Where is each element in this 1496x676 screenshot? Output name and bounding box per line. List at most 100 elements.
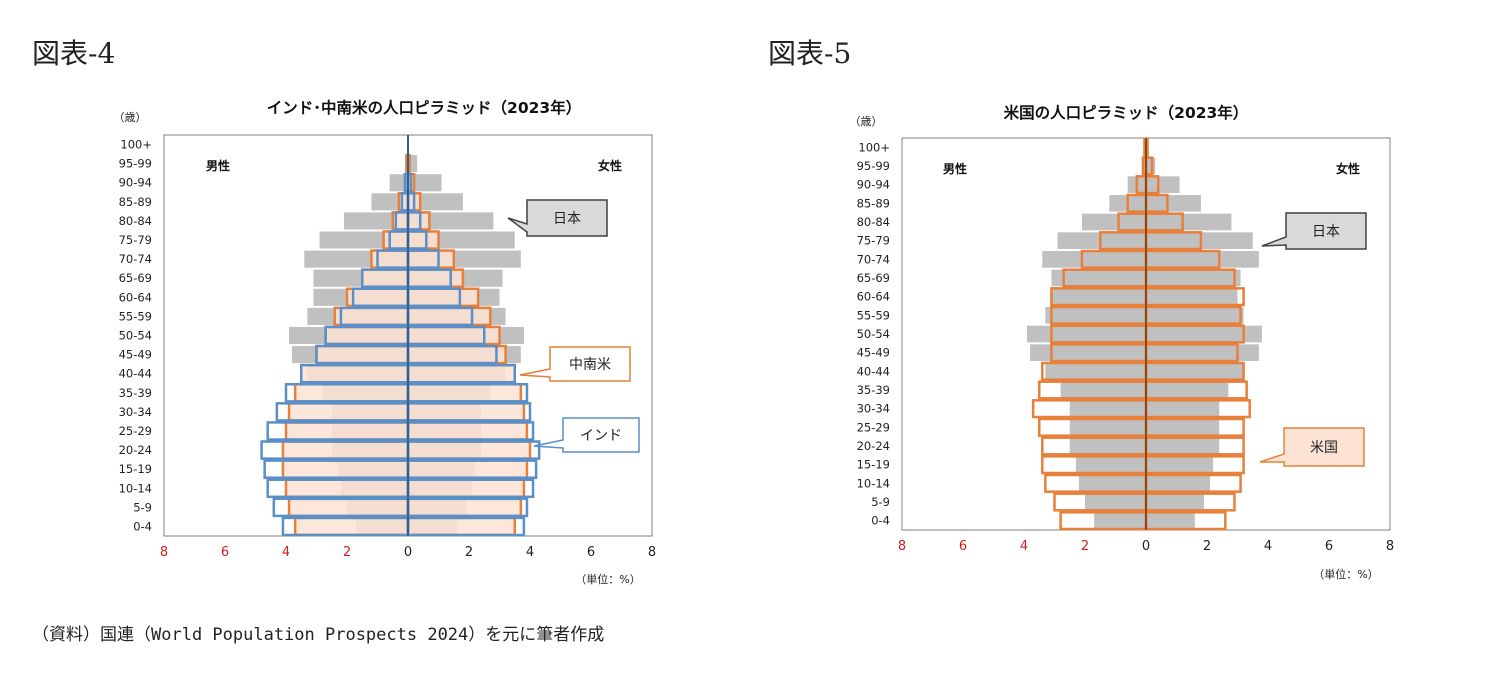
chart2-y-tick-label: 5-9 — [871, 495, 890, 509]
chart1-y-tick-label: 40-44 — [119, 367, 152, 381]
chart2-bar-filled-gray-male — [1078, 475, 1146, 492]
chart2-x-tick-label: 4 — [1264, 539, 1272, 554]
chart1-x-tick-label: 4 — [526, 545, 534, 560]
source-note: （資料）国連（World Population Prospects 2024）を… — [32, 625, 605, 645]
chart1-x-tick-label: 6 — [221, 545, 229, 560]
chart2-y-tick-label: 85-89 — [857, 196, 890, 210]
chart1-bar-orange-outline-female — [406, 497, 523, 518]
chart2-bar-filled-gray-female — [1146, 419, 1220, 436]
chart1-callout-box — [507, 199, 608, 237]
chart2-male-label: 男性 — [943, 161, 967, 176]
chart2-bar-filled-gray-female — [1146, 363, 1244, 380]
chart2-bar-filled-gray-female — [1146, 307, 1244, 324]
chart1-x-tick-label: 0 — [404, 545, 412, 560]
chart1-bar-orange-outline-male — [345, 287, 410, 308]
chart1-bar-orange-outline-female — [406, 287, 480, 308]
chart1-y-tick-label: 90-94 — [119, 176, 152, 190]
chart1-bar-orange-outline-female — [406, 344, 507, 365]
chart1-bar-orange-outline-female — [406, 478, 526, 499]
chart1-bar-orange-outline-female — [406, 306, 492, 327]
chart2-callout-label: 日本 — [1312, 224, 1340, 240]
chart2-bar-filled-gray-female — [1146, 512, 1195, 529]
chart2-bar-filled-gray-male — [1057, 232, 1146, 249]
chart1-y-tick-label: 20-24 — [119, 443, 152, 457]
chart1-bar-orange-outline-male — [315, 344, 410, 365]
chart1-bar-orange-outline-male — [281, 440, 410, 460]
chart1-bar-orange-outline-male — [361, 268, 410, 289]
chart2-bar-filled-gray-male — [1045, 363, 1146, 380]
chart2-callout-label: 米国 — [1310, 440, 1338, 456]
chart2-bar-filled-gray-female — [1146, 176, 1180, 193]
chart1-female-label: 女性 — [598, 158, 622, 173]
chart1-x-tick-label: 8 — [160, 545, 168, 560]
chart1-callout-label: インド — [580, 428, 622, 444]
chart1-bar-orange-outline-male — [287, 402, 410, 422]
chart1-bar-orange-outline-female — [406, 382, 523, 403]
chart2-bar-filled-gray-male — [1069, 437, 1146, 455]
chart1-bar-orange-outline-male — [281, 459, 410, 479]
chart2-bar-filled-gray-female — [1146, 475, 1211, 492]
chart1-bar-orange-outline-male — [300, 363, 410, 384]
chart2-bar-filled-gray-male — [1069, 419, 1146, 436]
chart1-bar-filled-gray-female — [408, 155, 418, 173]
chart2-bar-filled-gray-female — [1146, 381, 1229, 399]
chart2-y-tick-label: 0-4 — [871, 514, 890, 528]
chart2-bar-filled-gray-male — [1045, 307, 1146, 324]
chart2-y-tick-label: 20-24 — [857, 439, 890, 453]
chart2-bar-filled-gray-female — [1146, 325, 1262, 343]
chart2-y-tick-label: 70-74 — [857, 252, 890, 266]
chart2-y-tick-label: 40-44 — [857, 364, 890, 378]
chart2-x-tick-label: 6 — [1325, 539, 1333, 554]
chart1-y-tick-label: 55-59 — [119, 309, 152, 323]
chart2-bar-filled-gray-female — [1146, 456, 1214, 473]
chart1-y-tick-label: 80-84 — [119, 214, 152, 228]
chart2-x-tick-label: 6 — [959, 539, 967, 554]
chart2-bar-filled-gray-male — [1027, 325, 1146, 343]
figure-4-label: 図表-4 — [32, 37, 116, 70]
chart2-y-tick-label: 65-69 — [857, 271, 890, 285]
chart2-y-tick-label: 35-39 — [857, 383, 890, 397]
chart2-y-tick-label: 50-54 — [857, 327, 890, 341]
chart1-bar-orange-outline-female — [406, 249, 455, 269]
chart2-y-tick-label: 10-14 — [857, 476, 890, 490]
figure-5-label: 図表-5 — [768, 37, 852, 70]
chart2-bar-filled-gray-male — [1060, 381, 1146, 399]
chart1-y-tick-label: 75-79 — [119, 233, 152, 247]
chart1-y-tick-label: 30-34 — [119, 405, 152, 419]
chart2-bar-filled-gray-male — [1094, 512, 1146, 529]
chart1-bar-orange-outline-female — [406, 363, 516, 384]
chart1-x-tick-label: 4 — [282, 545, 290, 560]
chart2-bar-filled-gray-female — [1146, 344, 1259, 361]
chart2-x-tick-label: 8 — [898, 539, 906, 554]
chart1-y-tick-label: 60-64 — [119, 290, 152, 304]
chart1-title: インド･中南米の人口ピラミッド（2023年） — [267, 98, 581, 117]
chart1-bar-orange-outline-female — [406, 459, 529, 479]
chart1-y-tick-label: 10-14 — [119, 481, 152, 495]
chart2-y-tick-label: 95-99 — [857, 159, 890, 173]
chart1-bar-orange-outline-male — [293, 382, 410, 403]
chart1-y-tick-label: 65-69 — [119, 271, 152, 285]
chart2-x-tick-label: 2 — [1203, 539, 1211, 554]
chart1-y-tick-label: 45-49 — [119, 348, 152, 362]
chart1-bar-orange-outline-female — [406, 211, 431, 231]
chart1-x-tick-label: 2 — [343, 545, 351, 560]
chart1-bar-orange-outline-male — [284, 421, 410, 441]
chart1-callout-label: 中南米 — [569, 357, 611, 373]
chart2-y-tick-label: 30-34 — [857, 402, 890, 416]
chart2-bar-filled-gray-female — [1146, 288, 1238, 305]
chart2-bar-filled-gray-male — [1085, 493, 1146, 511]
chart2-x-tick-label: 8 — [1386, 539, 1394, 554]
chart2-y-tick-label: 25-29 — [857, 420, 890, 434]
chart1-bar-orange-outline-female — [406, 421, 529, 441]
chart2-y-tick-label: 90-94 — [857, 178, 890, 192]
chart1-bar-filled-gray-female — [408, 193, 463, 211]
chart1-bar-orange-outline-male — [397, 192, 410, 212]
chart1-bar-orange-outline-female — [406, 440, 532, 460]
chart2-bar-filled-gray-female — [1146, 251, 1259, 268]
chart1-y-tick-label: 0-4 — [133, 519, 152, 533]
chart1-callout-box — [533, 417, 640, 453]
chart2-bar-filled-gray-female — [1146, 269, 1241, 287]
chart2-bar-filled-gray-female — [1146, 157, 1156, 175]
chart2-bar-filled-gray-female — [1146, 232, 1253, 249]
